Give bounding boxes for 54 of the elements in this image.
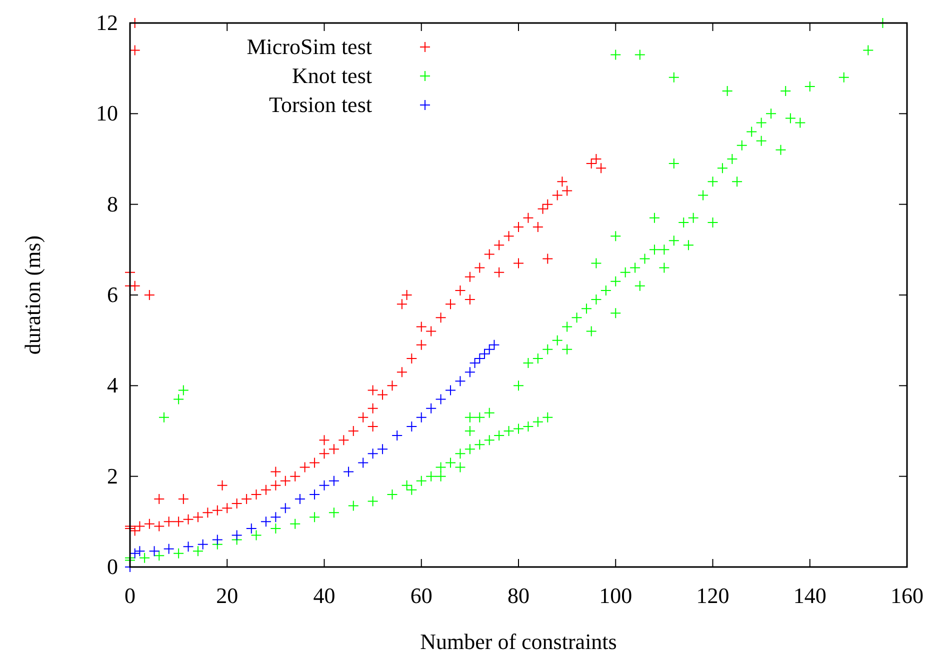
point [474, 352, 486, 364]
point [129, 548, 140, 559]
point [454, 376, 466, 387]
point [197, 538, 208, 550]
x-tick-label: 20 [216, 583, 238, 608]
point [294, 494, 306, 504]
point [406, 420, 418, 432]
point [392, 430, 403, 442]
x-tick-label: 100 [599, 583, 632, 608]
point [416, 412, 427, 423]
y-tick-label: 2 [107, 463, 118, 488]
y-tick-label: 12 [96, 10, 118, 35]
point [464, 366, 476, 378]
legend-label: MicroSim test [246, 34, 372, 59]
y-tick-label: 4 [107, 372, 118, 398]
x-axis-title: Number of constraints [420, 629, 617, 654]
point [134, 546, 146, 557]
point [212, 534, 223, 546]
legend-label: Knot test [292, 63, 372, 88]
point [182, 541, 194, 552]
point [377, 444, 388, 455]
point [358, 457, 369, 468]
point [246, 522, 257, 534]
point [318, 480, 330, 491]
point [231, 530, 242, 541]
y-tick-label: 6 [107, 282, 118, 307]
point [426, 402, 437, 414]
y-tick-label: 10 [96, 100, 118, 126]
x-tick-label: 160 [890, 583, 924, 608]
y-axis-title: duration (ms) [20, 235, 45, 355]
x-tick-label: 40 [313, 583, 336, 608]
legend-label: Torsion test [269, 92, 372, 117]
point [367, 448, 378, 460]
y-tick-label: 8 [107, 191, 118, 216]
x-tick-label: 80 [508, 583, 530, 608]
point [435, 394, 446, 405]
point [270, 512, 282, 523]
point [343, 466, 354, 478]
point [148, 546, 160, 557]
point [479, 348, 490, 360]
point [328, 475, 340, 486]
point [260, 516, 272, 528]
point [488, 339, 500, 350]
point [309, 488, 320, 500]
point [280, 502, 291, 514]
point [163, 543, 174, 554]
point [445, 384, 456, 396]
point [484, 344, 495, 355]
y-tick-label: 0 [107, 554, 118, 579]
x-tick-label: 120 [696, 583, 730, 608]
x-tick-label: 60 [410, 583, 432, 608]
x-tick-label: 140 [793, 583, 826, 608]
point [469, 358, 480, 368]
x-tick-label: 0 [124, 583, 136, 608]
